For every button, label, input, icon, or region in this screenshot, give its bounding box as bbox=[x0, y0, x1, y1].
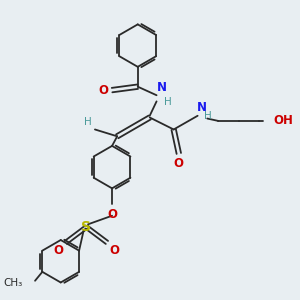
Text: O: O bbox=[110, 244, 120, 257]
Text: O: O bbox=[174, 157, 184, 170]
Text: N: N bbox=[157, 81, 167, 94]
Text: H: H bbox=[204, 111, 212, 121]
Text: O: O bbox=[107, 208, 117, 221]
Text: N: N bbox=[197, 101, 207, 114]
Text: H: H bbox=[84, 117, 92, 128]
Text: CH₃: CH₃ bbox=[4, 278, 23, 289]
Text: H: H bbox=[164, 97, 172, 106]
Text: OH: OH bbox=[273, 114, 293, 128]
Text: S: S bbox=[81, 220, 92, 234]
Text: O: O bbox=[53, 244, 63, 257]
Text: O: O bbox=[98, 84, 108, 97]
